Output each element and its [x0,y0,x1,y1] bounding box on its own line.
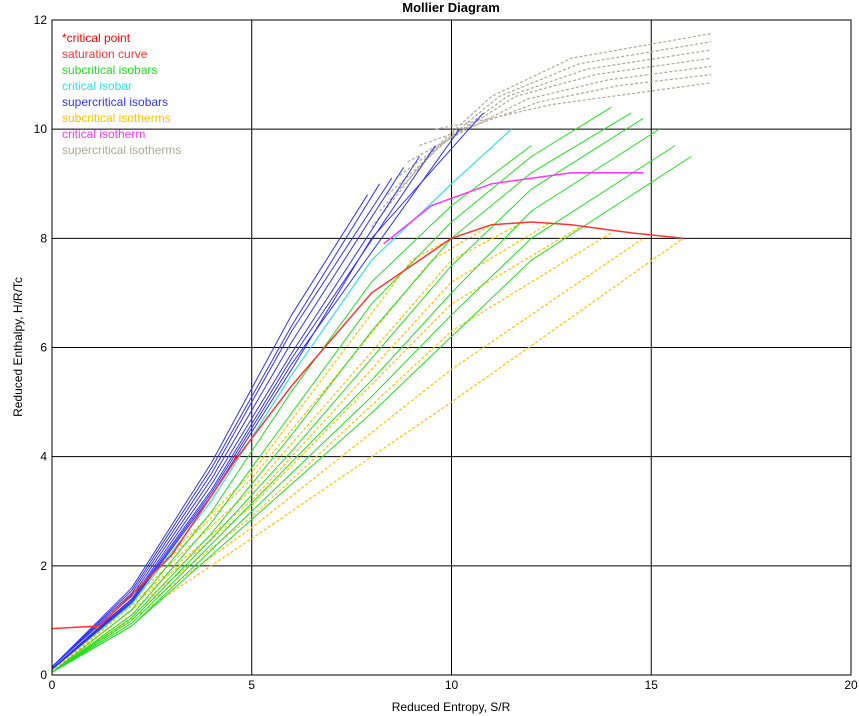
x-tick-label: 5 [248,678,255,692]
y-tick-label: 2 [40,559,47,573]
legend-entry: critical isobar [62,79,132,93]
subcritical-isotherm [51,221,552,673]
legend-entry: supercritical isotherms [62,143,181,157]
ticks: 0 5 10 15 20 0 2 4 6 8 10 12 [34,13,858,692]
y-tick-label: 8 [40,231,47,245]
legend-entry: supercritical isobars [62,95,168,109]
subcritical-isotherm [51,226,580,673]
x-tick-label: 20 [844,678,858,692]
x-axis-label: Reduced Entropy, S/R [392,700,511,714]
legend-entry: critical isotherm [62,127,145,141]
supercritical-isobar [51,194,369,668]
plot-area: * [51,33,712,673]
y-tick-label: 6 [40,341,47,355]
subcritical-isobar [51,117,644,673]
supercritical-isobar [51,145,436,669]
supercritical-isobar [51,183,381,668]
subcritical-isobar [51,106,612,673]
supercritical-isotherm [395,57,712,179]
y-tick-label: 0 [40,668,47,682]
subcritical-isotherm [51,237,644,673]
y-tick-label: 10 [34,122,48,136]
subcritical-isotherm [51,224,492,673]
subcritical-isotherm [51,221,524,673]
supercritical-isobar [51,128,460,669]
axes-frame [51,19,852,676]
chart-title: Mollier Diagram [402,0,500,15]
supercritical-isobar [51,156,420,669]
supercritical-isobar [51,167,405,668]
y-tick-label: 12 [34,13,48,27]
legend: *critical point saturation curve subcritic… [62,31,181,157]
x-tick-label: 10 [445,678,459,692]
subcritical-isobar [51,145,676,673]
subcritical-isobar [51,128,660,673]
critical-isotherm [383,172,644,245]
supercritical-isotherm [419,74,712,147]
critical-isobar [51,128,512,670]
supercritical-isotherm [435,82,712,130]
x-tick-label: 15 [645,678,659,692]
subcritical-isotherm [51,232,612,673]
subcritical-isobar [51,145,532,673]
subcritical-isobar [51,156,692,673]
y-tick-label: 4 [40,450,47,464]
legend-entry: subcritical isotherms [62,111,171,125]
saturation-curve [51,221,684,630]
supercritical-isotherm [407,65,712,163]
subcritical-isotherm [51,237,684,673]
supercritical-isotherm [379,41,712,212]
subcritical-isobar [51,112,632,673]
supercritical-isotherm [387,49,712,196]
y-axis-label: Reduced Enthalpy, H/R/Tc [11,277,25,417]
supercritical-isobar [51,178,393,668]
critical-point-marker: * [233,452,238,466]
x-tick-label: 0 [49,678,56,692]
legend-entry: *critical point [62,31,131,45]
legend-entry: saturation curve [62,47,148,61]
legend-entry: subcritical isobars [62,63,157,77]
supercritical-isobar [51,112,484,670]
